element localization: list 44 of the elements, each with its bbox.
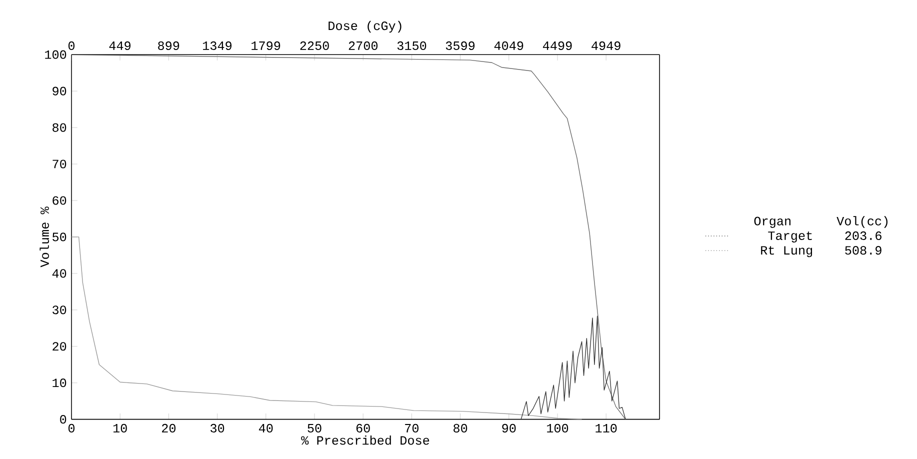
y-tick-label: 50 <box>52 232 66 242</box>
x-tick-label: 100 <box>547 424 568 432</box>
x-tick-label: 110 <box>596 424 617 432</box>
y-tick-label: 70 <box>52 160 66 168</box>
x2-tick-label: 3150 <box>397 41 426 50</box>
x2-tick-label: 4049 <box>494 41 524 50</box>
y-tick-label: 0 <box>60 414 66 424</box>
x2-tick-label: 4949 <box>592 41 620 50</box>
text: 203.6 <box>845 231 882 240</box>
x-axis-title: % Prescribed Dose <box>301 435 430 445</box>
y-tick-label: 10 <box>52 378 66 387</box>
x2-tick-label: 3599 <box>446 41 475 50</box>
x2-tick-label: 2250 <box>300 41 329 50</box>
x-tick-label: 90 <box>502 424 516 432</box>
y-tick-label: 30 <box>52 305 66 314</box>
legend-title: Organ <box>754 216 790 228</box>
text: Rt Lung <box>761 246 812 257</box>
x2-tick-label: 0 <box>68 41 75 50</box>
x-tick-label: 70 <box>405 424 418 432</box>
x2-tick-label: 449 <box>109 41 130 50</box>
x-tick-label: 20 <box>162 424 176 432</box>
x2-tick-label: 1799 <box>252 41 280 50</box>
x2-tick-label: 1349 <box>202 41 232 50</box>
x-tick-label: 0 <box>68 424 75 432</box>
x-tick-label: 40 <box>258 424 273 432</box>
text: 508.9 <box>845 246 882 254</box>
x-tick-label: 80 <box>454 424 468 432</box>
x-tick-label: 60 <box>356 424 370 432</box>
y-tick-label: 80 <box>52 123 66 132</box>
y-tick-label: 40 <box>52 268 66 278</box>
y-tick-label: 90 <box>52 86 66 96</box>
y-axis-title: Volume % <box>40 206 50 268</box>
x2-tick-label: 899 <box>158 41 180 50</box>
y-tick-label: 100 <box>45 50 66 59</box>
x-tick-label: 10 <box>113 424 127 432</box>
x-tick-label: 30 <box>210 424 224 432</box>
text: Vol(cc) <box>836 216 888 228</box>
x2-tick-label: 2700 <box>348 41 378 50</box>
y-tick-label: 20 <box>52 342 66 351</box>
x2-axis-title: Dose (cGy) <box>328 20 402 32</box>
x2-tick-label: 4499 <box>542 41 572 50</box>
y-tick-label: 60 <box>52 196 66 205</box>
text: Target <box>768 231 812 242</box>
x-tick-label: 50 <box>308 424 322 432</box>
